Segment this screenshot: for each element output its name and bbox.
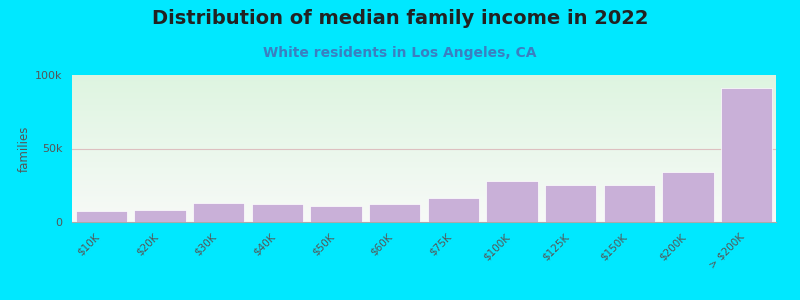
Bar <box>369 204 421 222</box>
Bar <box>603 185 655 222</box>
Bar <box>75 211 127 222</box>
Bar <box>193 203 245 222</box>
Bar <box>721 88 773 222</box>
Bar <box>251 204 303 222</box>
Bar <box>134 209 186 222</box>
Text: Distribution of median family income in 2022: Distribution of median family income in … <box>152 9 648 28</box>
Y-axis label: families: families <box>18 125 30 172</box>
Bar <box>545 185 597 222</box>
Bar <box>310 206 362 222</box>
Bar <box>662 172 714 222</box>
Bar <box>486 181 538 222</box>
Bar <box>427 199 479 222</box>
Text: White residents in Los Angeles, CA: White residents in Los Angeles, CA <box>263 46 537 61</box>
